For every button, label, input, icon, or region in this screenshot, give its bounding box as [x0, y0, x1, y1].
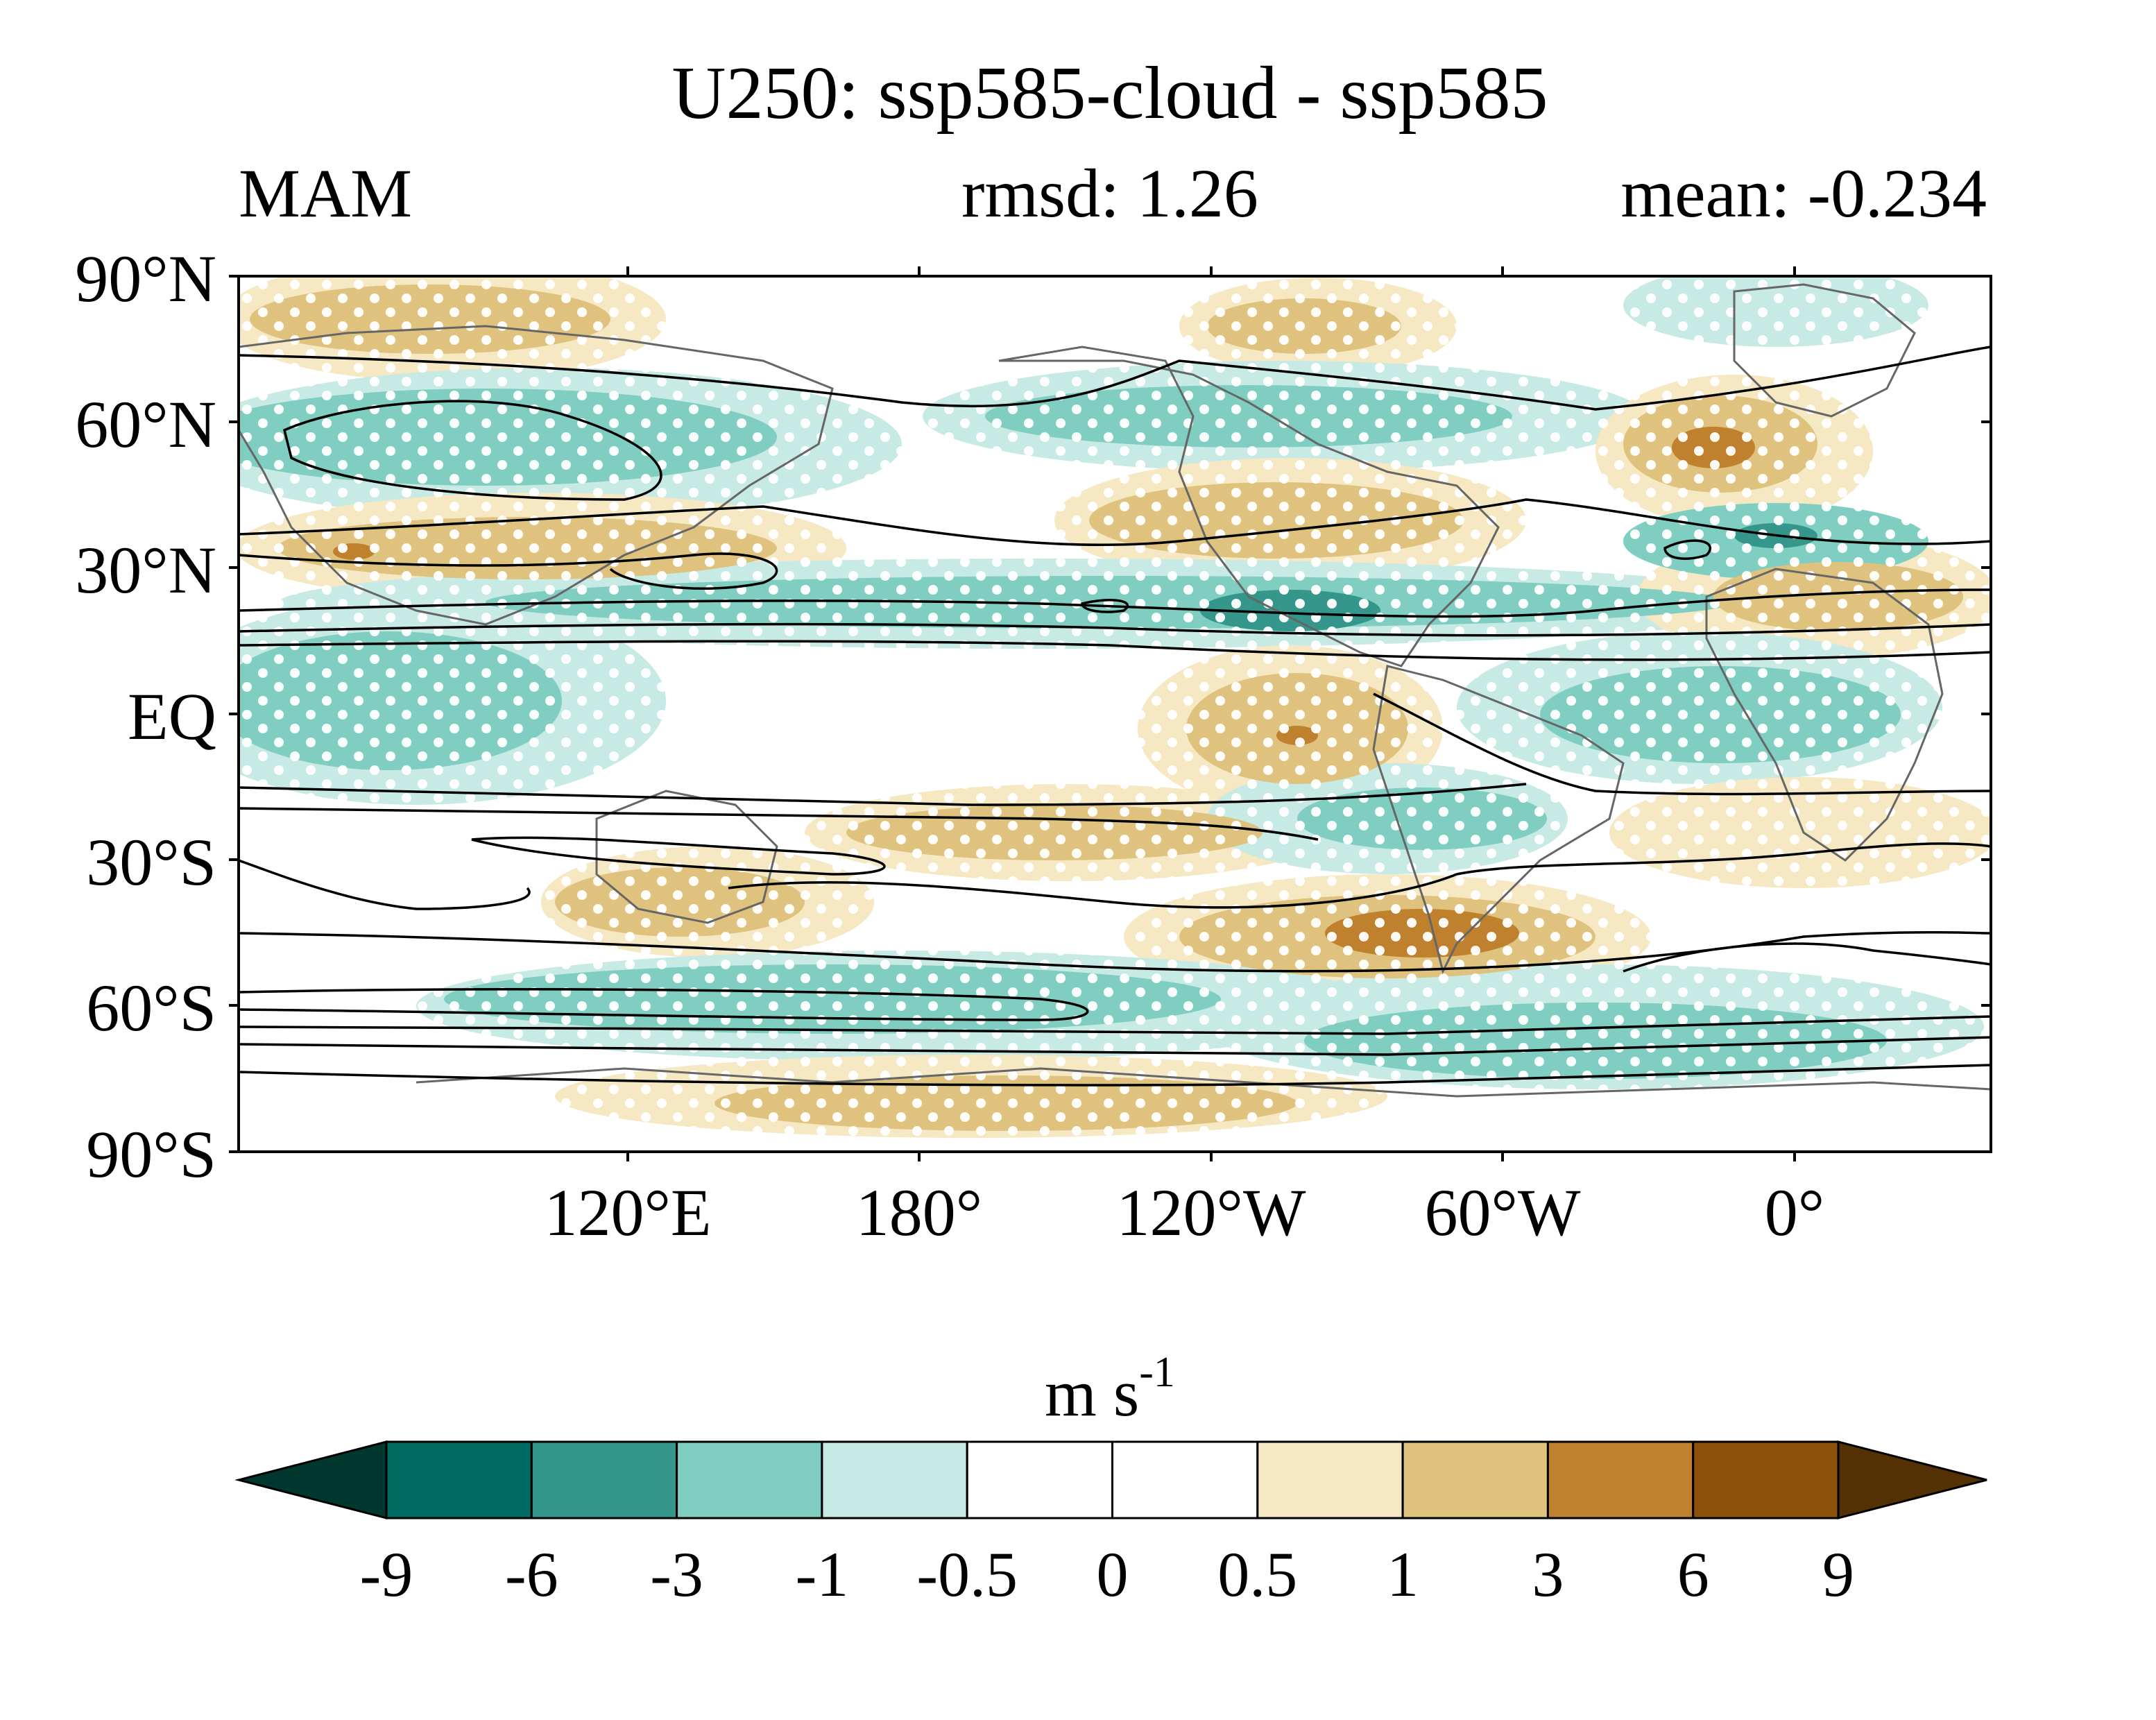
- colorbar-extend-high: [1837, 1440, 1987, 1519]
- colorbar-tick-label: 6: [1677, 1539, 1709, 1610]
- colorbar-unit-exponent: -1: [1139, 1349, 1175, 1396]
- colorbar-tick-label: -0.5: [916, 1539, 1018, 1610]
- colorbar-tick-label: -3: [650, 1539, 703, 1610]
- colorbar-tick-labels: -9 -6 -3 -1 -0.5 0 0.5 1 3 6 9: [360, 1539, 1854, 1610]
- lat-tick-label: EQ: [128, 679, 216, 753]
- colorbar-tick-label: -6: [505, 1539, 558, 1610]
- colorbar-segment: [821, 1440, 968, 1519]
- colorbar-tick-label: 9: [1822, 1539, 1854, 1610]
- colorbar-tick-label: 0.5: [1217, 1539, 1297, 1610]
- coastlines: [239, 283, 1991, 1098]
- rmsd-label: rmsd: 1.26: [961, 155, 1258, 232]
- lat-tick-label: 30°S: [86, 825, 216, 899]
- climatology-contours: [239, 346, 1991, 1087]
- lon-tick-label: 0°: [1765, 1175, 1824, 1250]
- colorbar-unit: m s-1: [1045, 1349, 1175, 1430]
- lat-tick-label: 30°N: [75, 533, 216, 607]
- colorbar-segment: [1692, 1440, 1840, 1519]
- lon-tick-label: 60°W: [1425, 1175, 1581, 1250]
- colorbar-segment: [966, 1440, 1113, 1519]
- colorbar-segment: [1111, 1440, 1259, 1519]
- map-ticks: [229, 266, 1991, 1161]
- colorbar-tick-label: -1: [796, 1539, 849, 1610]
- longitude-labels: 120°E 180° 120°W 60°W 0°: [544, 1175, 1824, 1250]
- colorbar-segments: [234, 1440, 1987, 1519]
- colorbar-tick-label: 1: [1387, 1539, 1419, 1610]
- colorbar: m s-1 -9 -6 -3 -1 -0.5 0 0.5 1 3 6 9: [234, 1349, 1987, 1610]
- colorbar-segment: [530, 1440, 678, 1519]
- lon-tick-label: 180°: [856, 1175, 982, 1250]
- figure-title: U250: ssp585-cloud - ssp585: [672, 52, 1548, 135]
- colorbar-tick-label: 3: [1532, 1539, 1564, 1610]
- mean-label: mean: -0.234: [1620, 155, 1987, 232]
- colorbar-segment: [1256, 1440, 1404, 1519]
- lat-tick-label: 90°S: [86, 1117, 216, 1191]
- lon-tick-label: 120°W: [1117, 1175, 1306, 1250]
- map-panel: 90°N 60°N 30°N EQ 30°S 60°S 90°S 120°E 1…: [75, 241, 1992, 1250]
- latitude-labels: 90°N 60°N 30°N EQ 30°S 60°S 90°S: [75, 241, 216, 1191]
- colorbar-segment: [676, 1440, 823, 1519]
- lat-tick-label: 90°N: [75, 241, 216, 316]
- colorbar-segment: [1401, 1440, 1549, 1519]
- colorbar-segment: [1546, 1440, 1695, 1519]
- colorbar-extend-low: [234, 1440, 388, 1519]
- colorbar-tick-label: -9: [360, 1539, 413, 1610]
- colorbar-tick-label: 0: [1097, 1539, 1129, 1610]
- lat-tick-label: 60°N: [75, 387, 216, 461]
- colorbar-unit-base: m s: [1045, 1356, 1139, 1430]
- season-label: MAM: [239, 155, 412, 232]
- significance-stippling: [239, 276, 1991, 1152]
- lat-tick-label: 60°S: [86, 971, 216, 1045]
- lon-tick-label: 120°E: [544, 1175, 711, 1250]
- colorbar-segment: [385, 1440, 533, 1519]
